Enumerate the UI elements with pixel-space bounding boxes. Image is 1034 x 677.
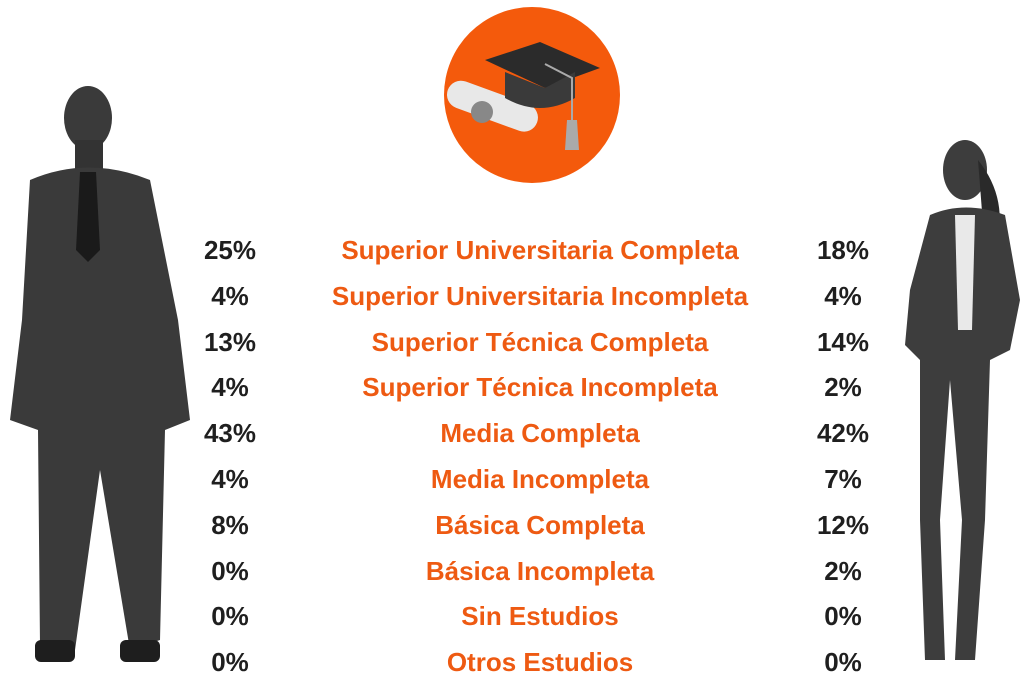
education-row: 0% Básica Incompleta 2%	[0, 549, 1034, 593]
women-percent: 14%	[816, 326, 870, 357]
education-row: 4% Superior Técnica Incompleta 2%	[0, 365, 1034, 409]
men-percent: 0%	[211, 555, 249, 586]
men-percent: 25%	[203, 235, 257, 265]
women-percent: 0%	[824, 647, 862, 677]
education-row: 8% Básica Completa 12%	[0, 503, 1034, 547]
education-level: Sin Estudios	[461, 601, 619, 632]
men-percent: 4%	[211, 280, 249, 311]
graduation-icon	[444, 7, 620, 183]
women-percent: 2%	[824, 372, 862, 403]
men-percent: 43%	[203, 418, 257, 449]
women-percent: 12%	[816, 509, 870, 540]
men-percent: 4%	[211, 464, 249, 494]
men-percent: 0%	[211, 647, 249, 677]
education-level: Superior Universitaria Incompleta	[331, 280, 749, 311]
education-row: 43% Media Completa 42%	[0, 411, 1034, 455]
education-level: Otros Estudios	[446, 647, 634, 677]
men-percent: 13%	[203, 326, 257, 357]
education-row: 0% Otros Estudios 0%	[0, 640, 1034, 677]
women-percent: 42%	[816, 418, 870, 449]
education-row: 4% Media Incompleta 7%	[0, 457, 1034, 501]
women-percent: 7%	[824, 464, 862, 494]
education-level: Media Completa	[440, 418, 640, 449]
women-percent: 0%	[824, 601, 862, 632]
education-level: Media Incompleta	[430, 464, 650, 494]
education-level: Básica Incompleta	[425, 555, 655, 586]
women-percent: 2%	[824, 555, 862, 586]
education-row: 25% Superior Universitaria Completa 18%	[0, 228, 1034, 272]
education-row: 4% Superior Universitaria Incompleta 4%	[0, 274, 1034, 318]
education-level: Superior Técnica Incompleta	[362, 372, 718, 403]
women-percent: 4%	[824, 280, 862, 311]
education-level: Superior Técnica Completa	[371, 326, 709, 357]
woman-silhouette	[905, 140, 1020, 660]
education-row: 13% Superior Técnica Completa 14%	[0, 320, 1034, 364]
man-silhouette	[10, 86, 190, 662]
education-level: Superior Universitaria Completa	[341, 235, 739, 265]
education-level: Básica Completa	[435, 509, 645, 540]
men-percent: 0%	[211, 601, 249, 632]
education-row: 0% Sin Estudios 0%	[0, 594, 1034, 638]
men-percent: 4%	[211, 372, 249, 403]
women-percent: 18%	[816, 235, 870, 265]
men-percent: 8%	[211, 509, 249, 540]
